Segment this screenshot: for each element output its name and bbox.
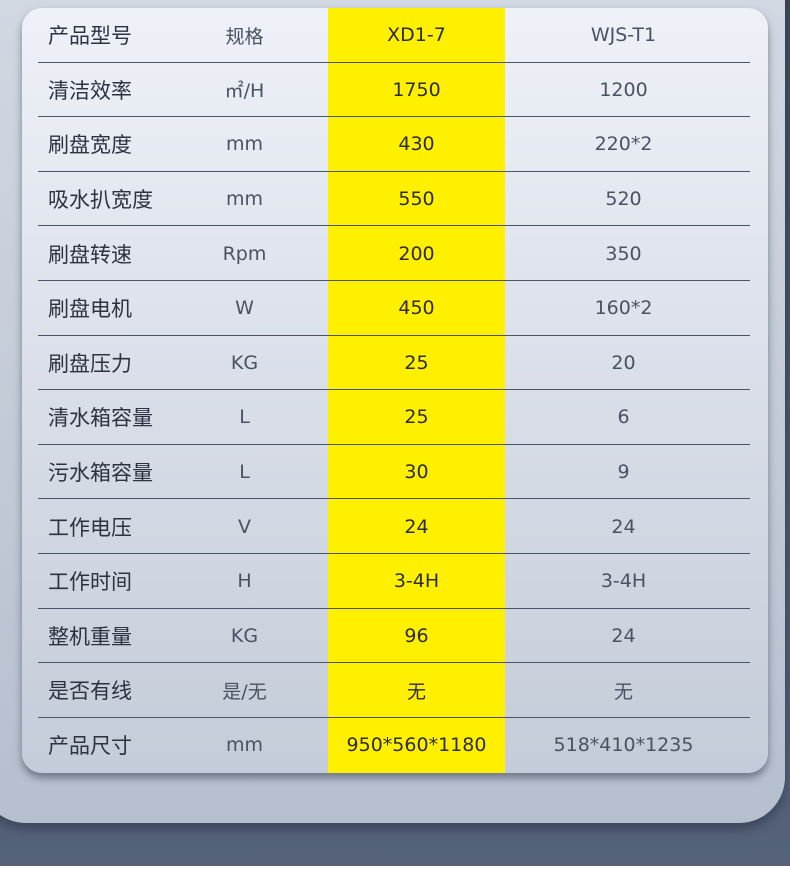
unit: V [238,515,251,538]
model-wjs-t1-value: 220*2 [594,133,653,156]
table-row: 清洁效率 ㎡/H 1750 1200 [22,63,768,118]
model-wjs-t1-value: 无 [613,680,633,703]
model-wjs-t1-value: 518*410*1235 [553,734,694,757]
param-name: 整机重量 [48,624,132,649]
table-row: 刷盘压力 KG 25 20 [22,336,768,391]
param-name: 产品尺寸 [48,734,132,759]
model-wjs-t1-value: 520 [605,188,642,211]
highlight-column [328,8,505,773]
model-xd1-7-value: 无 [406,680,426,703]
unit: ㎡/H [224,80,265,103]
param-name: 污水箱容量 [48,461,153,486]
model-wjs-t1-value: 20 [611,351,636,374]
param-name: 工作电压 [48,515,132,540]
model-xd1-7-value: 25 [404,351,429,374]
row-divider [38,443,750,445]
param-name: 吸水扒宽度 [48,188,153,213]
table-row: 清水箱容量 L 25 6 [22,390,768,445]
model-xd1-7-value: 450 [398,297,435,320]
param-name: 刷盘宽度 [48,133,132,158]
unit: L [239,461,250,484]
model-wjs-t1-value: 6 [617,406,630,429]
model-wjs-t1-value: 24 [611,624,636,647]
unit: W [235,297,254,320]
param-name: 刷盘压力 [48,351,132,376]
model-xd1-7-value: 200 [398,242,435,265]
unit: L [239,406,250,429]
row-divider [38,389,750,391]
model-xd1-7-value: 96 [404,624,429,647]
model-xd1-7-value: 30 [404,461,429,484]
model-xd1-7-value: 950*560*1180 [346,734,487,757]
table-row: 整机重量 KG 96 24 [22,609,768,664]
model-wjs-t1-value: 1200 [599,78,648,101]
model-xd1-7-value: 1750 [392,78,441,101]
unit: mm [225,734,264,757]
param-name: 工作时间 [48,570,132,595]
unit: 规格 [225,25,264,48]
row-divider [38,716,750,718]
table-row: 刷盘宽度 mm 430 220*2 [22,117,768,172]
table-row: 吸水扒宽度 mm 550 520 [22,172,768,227]
comparison-table: 产品型号 规格 XD1-7 WJS-T1 清洁效率 ㎡/H 1750 1200 刷盘宽度 mm 43… [22,8,768,773]
row-divider [38,116,750,118]
unit: 是/无 [222,680,267,703]
model-xd1-7-value: 430 [398,133,435,156]
model-xd1-7-value: 550 [398,188,435,211]
model-xd1-7-value: 3-4H [393,570,440,593]
table-row: 工作电压 V 24 24 [22,499,768,554]
model-wjs-t1-value: 350 [605,242,642,265]
row-divider [38,552,750,554]
param-name: 刷盘转速 [48,242,132,267]
row-divider [38,225,750,227]
param-name: 是否有线 [48,679,132,704]
table-row: 产品尺寸 mm 950*560*1180 518*410*1235 [22,718,768,773]
unit: KG [230,624,259,647]
row-divider [38,61,750,63]
row-divider [38,279,750,281]
header-row: 产品型号 规格 XD1-7 WJS-T1 [22,8,768,63]
model-wjs-t1-value: WJS-T1 [590,24,657,47]
param-name: 刷盘电机 [48,297,132,322]
table-row: 刷盘电机 W 450 160*2 [22,281,768,336]
row-divider [38,334,750,336]
row-divider [38,170,750,172]
param-name: 产品型号 [48,24,132,49]
model-xd1-7-value: 25 [404,406,429,429]
model-xd1-7-value: XD1-7 [387,24,446,47]
model-xd1-7-value: 24 [404,515,429,538]
row-divider [38,498,750,500]
model-wjs-t1-value: 24 [611,515,636,538]
table-row: 污水箱容量 L 30 9 [22,445,768,500]
unit: Rpm [222,242,267,265]
param-name: 清洁效率 [48,78,132,103]
unit: mm [225,133,264,156]
unit: KG [230,351,259,374]
model-wjs-t1-value: 160*2 [594,297,653,320]
row-divider [38,662,750,664]
param-name: 清水箱容量 [48,406,153,431]
unit: H [237,570,252,593]
table-row: 是否有线 是/无 无 无 [22,663,768,718]
row-divider [38,607,750,609]
unit: mm [225,188,264,211]
table-row: 工作时间 H 3-4H 3-4H [22,554,768,609]
table-row: 刷盘转速 Rpm 200 350 [22,226,768,281]
model-wjs-t1-value: 9 [617,461,630,484]
model-wjs-t1-value: 3-4H [600,570,647,593]
